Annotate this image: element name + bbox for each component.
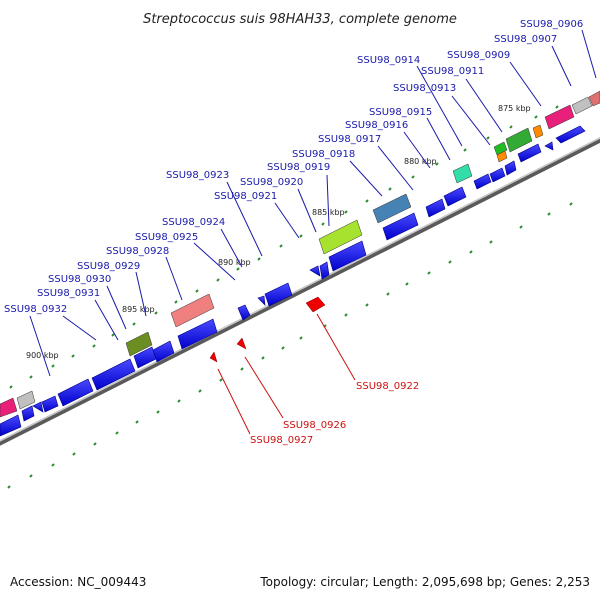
scale-label: 875 kbp — [498, 104, 531, 113]
gene-label: SSU98_0911 — [421, 66, 484, 77]
gene-label: SSU98_0927 — [250, 435, 313, 446]
gene-label: SSU98_0916 — [345, 120, 408, 131]
gene-label: SSU98_0924 — [162, 217, 225, 228]
scale-label: 900 kbp — [26, 351, 59, 360]
gene-label: SSU98_0922 — [356, 381, 419, 392]
summary-text: Topology: circular; Length: 2,095,698 bp… — [259, 575, 590, 589]
gene-label: SSU98_0913 — [393, 83, 456, 94]
forward-genes-outer — [0, 90, 600, 418]
gene-label: SSU98_0928 — [106, 246, 169, 257]
accession-text: Accession: NC_009443 — [10, 575, 146, 589]
gene-label: SSU98_0909 — [447, 50, 510, 61]
gene-label: SSU98_0919 — [267, 162, 330, 173]
scale-labels: 875 kbp 880 kbp 885 kbp 890 kbp 895 kbp … — [26, 104, 531, 360]
map-title: Streptococcus suis 98HAH33, complete gen… — [143, 12, 457, 27]
gene-label: SSU98_0923 — [166, 170, 229, 181]
gene-label: SSU98_0929 — [77, 261, 140, 272]
gene-label: SSU98_0926 — [283, 420, 346, 431]
genome-backbone — [0, 137, 600, 446]
gene-label: SSU98_0921 — [214, 191, 277, 202]
gene-label: SSU98_0920 — [240, 177, 303, 188]
gene-label: SSU98_0931 — [37, 288, 100, 299]
gene-label: SSU98_0925 — [135, 232, 198, 243]
reverse-genes — [209, 296, 326, 363]
gene-label: SSU98_0906 — [520, 19, 583, 30]
gene-label: SSU98_0915 — [369, 107, 432, 118]
gene-label: SSU98_0932 — [4, 304, 67, 315]
forward-genes-inner — [0, 125, 586, 437]
lower-scale-ticks — [7, 202, 573, 489]
reverse-leader-lines — [217, 313, 356, 435]
scale-label: 895 kbp — [122, 305, 155, 314]
upper-scale-ticks — [9, 100, 583, 389]
forward-leader-lines — [29, 29, 597, 377]
gene-label: SSU98_0930 — [48, 274, 111, 285]
scale-label: 880 kbp — [404, 157, 437, 166]
scale-label: 890 kbp — [218, 258, 251, 267]
gene-label: SSU98_0917 — [318, 134, 381, 145]
gene-label: SSU98_0918 — [292, 149, 355, 160]
gene-label: SSU98_0907 — [494, 34, 557, 45]
gene-label: SSU98_0914 — [357, 55, 420, 66]
reverse-gene-labels: SSU98_0922 SSU98_0926 SSU98_0927 — [250, 381, 419, 446]
forward-gene-labels: SSU98_0906 SSU98_0907 SSU98_0909 SSU98_0… — [4, 19, 583, 315]
